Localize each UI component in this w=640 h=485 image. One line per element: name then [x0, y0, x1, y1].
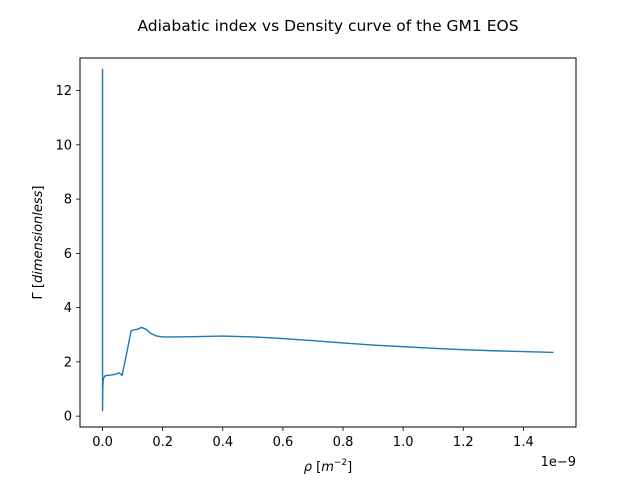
x-axis-unit-base: m [321, 460, 334, 475]
x-tick-label: 0.6 [273, 435, 294, 450]
x-tick-label: 1.4 [513, 435, 534, 450]
y-axis-unit-open: [ [31, 283, 46, 292]
x-axis-unit-exponent: −2 [334, 458, 347, 468]
y-tick-label: 12 [55, 84, 72, 99]
y-tick-label: 6 [64, 247, 72, 262]
y-tick-label: 4 [64, 301, 72, 316]
y-axis-symbol: Γ [31, 292, 46, 300]
x-axis-unit-open: [ [312, 460, 321, 475]
plot-area-frame [79, 57, 577, 428]
y-axis-unit-close: ] [31, 185, 46, 190]
x-tick-label: 0.2 [152, 435, 173, 450]
x-tick-label: 0.0 [92, 435, 113, 450]
x-tick-label: 1.0 [393, 435, 414, 450]
y-tick-label: 2 [64, 355, 72, 370]
y-axis-ticks: 0 2 4 6 8 10 12 [55, 84, 80, 425]
chart-title: Adiabatic index vs Density curve of the … [137, 17, 518, 35]
x-axis-label: ρ [m−2] [304, 458, 353, 475]
x-axis-unit-close: ] [347, 460, 352, 475]
y-tick-label: 8 [64, 193, 72, 208]
x-axis-offset-label: 1e−9 [541, 455, 576, 470]
y-tick-label: 10 [55, 138, 72, 153]
y-axis-unit: dimensionless [31, 190, 46, 283]
x-axis-ticks: 0.0 0.2 0.4 0.6 0.8 1.0 1.2 1.4 [92, 427, 534, 450]
y-axis-label: Γ [dimensionless] [31, 185, 46, 299]
data-series-line [101, 68, 554, 412]
x-tick-label: 1.2 [453, 435, 474, 450]
x-tick-label: 0.4 [212, 435, 233, 450]
x-tick-label: 0.8 [333, 435, 354, 450]
x-axis-symbol: ρ [304, 460, 313, 475]
y-tick-label: 0 [64, 410, 72, 425]
